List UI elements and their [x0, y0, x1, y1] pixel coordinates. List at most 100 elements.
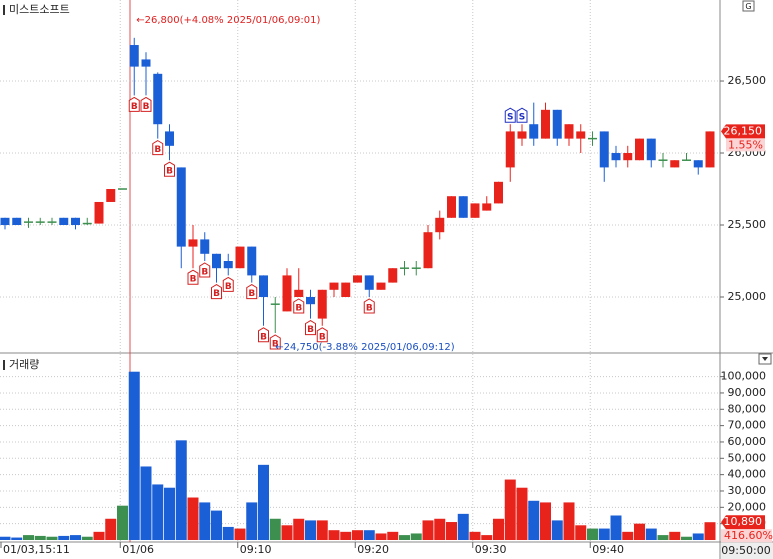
signal-marker [305, 320, 316, 336]
candle-body [235, 246, 245, 269]
signal-label: B [295, 303, 302, 313]
x-tick-label: 09:20 [357, 543, 389, 556]
candle-body [376, 282, 386, 290]
volume-bar [634, 523, 645, 540]
candle-body [564, 124, 574, 139]
candle-body [635, 138, 644, 161]
volume-bar [246, 502, 258, 540]
volume-bar [305, 520, 316, 540]
candle-body [12, 217, 22, 226]
signal-label: B [213, 289, 220, 299]
volume-bar [293, 518, 305, 540]
volume-bar [657, 535, 669, 540]
volume-bar [11, 537, 23, 540]
volume-bar [504, 479, 516, 540]
candle-body [552, 109, 562, 139]
signal-label: B [166, 167, 173, 177]
volume-title-marker [3, 360, 5, 370]
candle-body [200, 239, 210, 254]
volume-bar [128, 371, 140, 540]
current-time: 09:50:00 [721, 544, 770, 557]
volume-bar [575, 525, 587, 540]
signal-label: S [519, 113, 525, 123]
candle-body [188, 239, 198, 247]
volume-bar [281, 525, 293, 540]
volume-bar [692, 533, 704, 540]
y-tick-label: 70,000 [728, 419, 767, 432]
candle-body [353, 275, 362, 283]
candle-body [482, 203, 492, 211]
signal-marker [293, 298, 305, 314]
y-tick-label: 50,000 [728, 451, 767, 464]
volume-bar [645, 528, 657, 540]
volume-bar [316, 520, 328, 540]
volume-bar [234, 528, 246, 540]
y-tick-label: 60,000 [728, 435, 767, 448]
volume-bar [152, 484, 164, 540]
volume-bar [704, 522, 716, 540]
candle-body [176, 167, 186, 247]
volume-bar [340, 531, 352, 540]
y-tick-label: 20,000 [728, 500, 767, 513]
signal-label: B [248, 289, 255, 299]
change-box [726, 138, 765, 152]
candle-body [505, 131, 515, 168]
x-tick-label: 09:40 [592, 543, 624, 556]
x-tick-label: 01/06 [122, 543, 154, 556]
candle-body [106, 189, 116, 202]
volume-bar [422, 520, 434, 540]
volume-change-box [721, 529, 772, 543]
volume-bar [363, 530, 375, 540]
volume-bar [587, 528, 598, 540]
volume-bar [375, 533, 387, 540]
time-box [721, 543, 773, 559]
volume-bar [669, 531, 681, 540]
signal-marker [152, 140, 164, 156]
signal-marker [246, 284, 258, 300]
signal-label: B [366, 303, 373, 313]
volume-bar [434, 518, 446, 540]
candle-body [59, 217, 69, 226]
y-tick-label: 40,000 [728, 468, 767, 481]
volume-bar [164, 487, 175, 540]
y-tick-label: 100,000 [721, 370, 767, 383]
candle-body [494, 181, 503, 204]
x-tick-label: 09:30 [475, 543, 507, 556]
volume-bar [516, 487, 528, 540]
candle-body [0, 217, 10, 226]
volume-bar [222, 526, 234, 540]
candle-body [599, 131, 609, 168]
signal-marker [199, 262, 211, 278]
corner-button[interactable] [742, 0, 755, 12]
y-tick-label: 80,000 [728, 402, 767, 415]
volume-bar [399, 535, 410, 540]
candle-body [306, 296, 315, 305]
panel-button-icon[interactable] [762, 357, 768, 361]
signal-marker [211, 284, 222, 300]
volume-bar [540, 502, 551, 540]
candle-body [212, 253, 221, 269]
title-marker [3, 5, 5, 15]
signal-label: S [507, 113, 513, 123]
signal-label: B [190, 275, 197, 285]
candle-body [259, 275, 268, 297]
candle-body [129, 45, 139, 67]
volume-bar [199, 502, 211, 540]
signal-label: B [154, 145, 161, 155]
high-annotation: ←26,800(+4.08% 2025/01/06,09:01) [136, 15, 320, 26]
volume-bar [622, 531, 634, 540]
volume-bar [387, 531, 399, 540]
volume-title: 거래량 [9, 358, 39, 371]
corner-button-label[interactable]: G [745, 2, 751, 11]
volume-bar [93, 531, 105, 540]
volume-bar [352, 530, 363, 540]
volume-bar [187, 497, 199, 540]
volume-bar [481, 535, 493, 540]
y-tick-label: 26,500 [728, 74, 767, 87]
candle-body [646, 138, 656, 161]
volume-bar [175, 440, 187, 540]
signal-label: B [307, 325, 314, 335]
volume-bar [0, 536, 11, 540]
candle-body [388, 268, 398, 283]
